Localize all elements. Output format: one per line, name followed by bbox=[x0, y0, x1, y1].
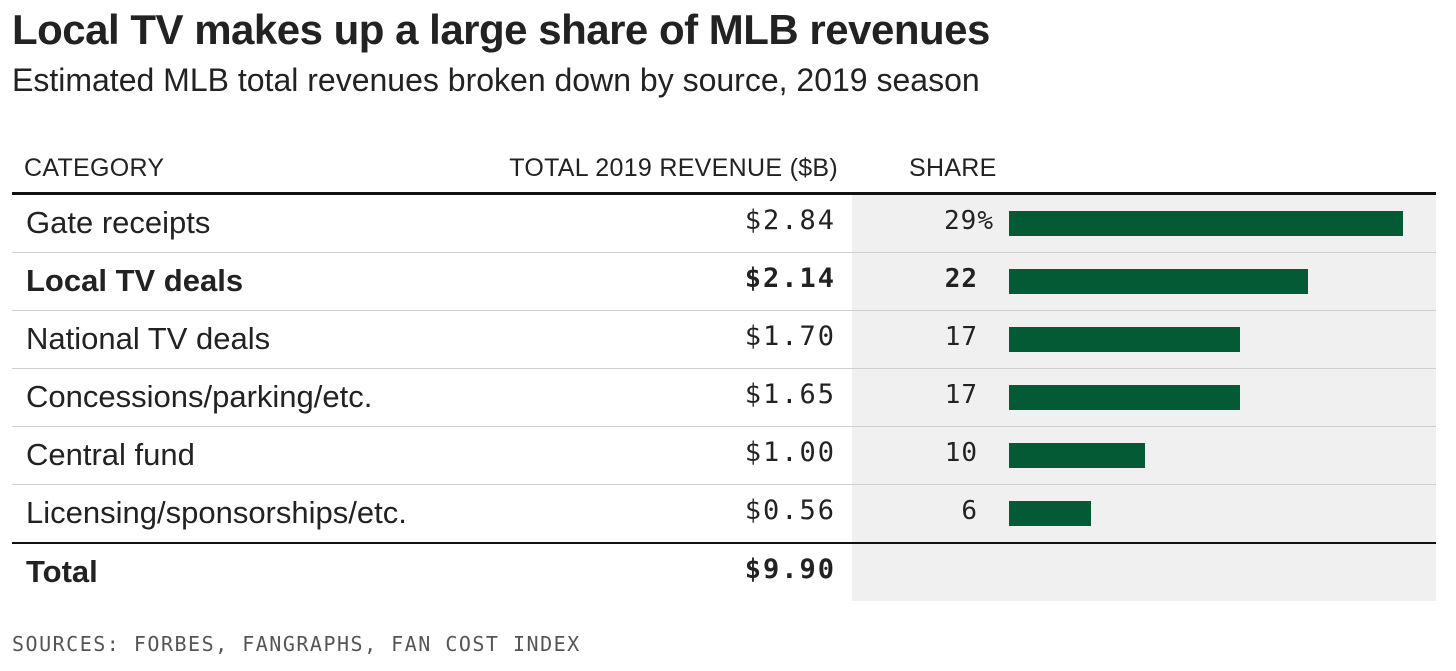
revenue-table: CATEGORY TOTAL 2019 REVENUE ($B) SHARE G… bbox=[12, 146, 1436, 601]
table-row: Licensing/sponsorships/etc. $0.56 6 bbox=[12, 485, 1436, 544]
table-header: CATEGORY TOTAL 2019 REVENUE ($B) SHARE bbox=[12, 146, 1436, 195]
row-revenue: $1.70 bbox=[744, 321, 836, 352]
table-row: Concessions/parking/etc. $1.65 17 bbox=[12, 369, 1436, 427]
table-row: Local TV deals $2.14 22 bbox=[12, 253, 1436, 311]
share-bar bbox=[1009, 443, 1145, 468]
chart-subtitle: Estimated MLB total revenues broken down… bbox=[12, 62, 980, 98]
row-revenue: $2.84 bbox=[744, 205, 836, 236]
total-row: Total $9.90 bbox=[12, 544, 1436, 601]
row-category: National TV deals bbox=[26, 321, 271, 356]
row-share-label: 6 bbox=[961, 496, 978, 526]
header-share: SHARE bbox=[909, 154, 997, 182]
share-bar bbox=[1009, 269, 1308, 294]
source-note: SOURCES: FORBES, FANGRAPHS, FAN COST IND… bbox=[12, 632, 581, 656]
table-body: Gate receipts $2.84 29% Local TV deals $2.14… bbox=[12, 195, 1436, 544]
row-share-label: 29% bbox=[944, 206, 994, 236]
row-revenue: $0.56 bbox=[744, 495, 836, 526]
row-share-label: 10 bbox=[944, 438, 978, 468]
row-share-label: 22 bbox=[944, 264, 978, 294]
row-revenue: $1.65 bbox=[744, 379, 836, 410]
header-category: CATEGORY bbox=[24, 154, 165, 182]
row-revenue: $2.14 bbox=[744, 263, 836, 294]
row-share-label: 17 bbox=[944, 380, 978, 410]
table-row: Gate receipts $2.84 29% bbox=[12, 195, 1436, 253]
total-label: Total bbox=[26, 554, 98, 589]
total-revenue: $9.90 bbox=[744, 554, 836, 585]
row-category: Central fund bbox=[26, 437, 195, 472]
table-row: National TV deals $1.70 17 bbox=[12, 311, 1436, 369]
row-share-label: 17 bbox=[944, 322, 978, 352]
table-row: Central fund $1.00 10 bbox=[12, 427, 1436, 485]
row-category: Concessions/parking/etc. bbox=[26, 379, 373, 414]
row-category: Local TV deals bbox=[26, 263, 244, 298]
row-category: Gate receipts bbox=[26, 205, 211, 240]
share-bar bbox=[1009, 385, 1240, 410]
row-revenue: $1.00 bbox=[744, 437, 836, 468]
share-bar bbox=[1009, 211, 1403, 236]
row-category: Licensing/sponsorships/etc. bbox=[26, 495, 407, 530]
chart-title: Local TV makes up a large share of MLB r… bbox=[12, 6, 990, 53]
share-bar bbox=[1009, 327, 1240, 352]
share-bar bbox=[1009, 501, 1091, 526]
header-revenue: TOTAL 2019 REVENUE ($B) bbox=[509, 154, 838, 182]
